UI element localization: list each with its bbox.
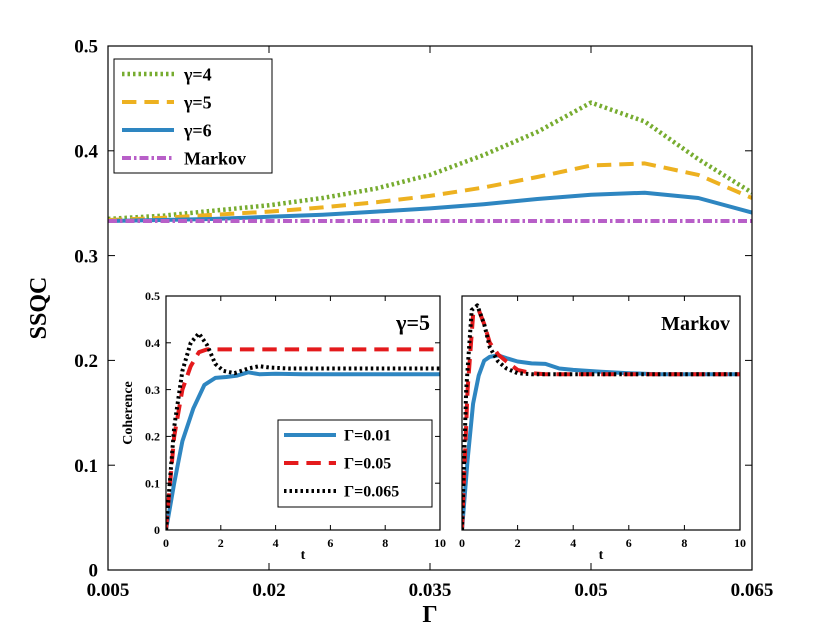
x-tick-label: 8	[681, 536, 687, 550]
x-tick-label: 0.005	[87, 580, 130, 601]
series-group	[108, 100, 752, 223]
legend-label: Γ=0.065	[344, 484, 399, 501]
y-axis-label: SSQC	[26, 277, 52, 340]
x-tick-label: 4	[273, 536, 279, 550]
series-group	[462, 303, 740, 530]
x-tick-label: 0.065	[731, 580, 774, 601]
y-tick-label: 0.1	[145, 476, 160, 490]
series-line-main-1	[108, 161, 752, 222]
legend-inset-left: Γ=0.01 Γ=0.05 Γ=0.065	[277, 419, 433, 508]
plot-frame	[165, 295, 441, 531]
y-tick-label: 0	[89, 561, 99, 582]
series-line-inset-left-1	[166, 347, 440, 530]
series-line-main-2	[108, 190, 752, 223]
y-tick-label: 0.4	[74, 141, 98, 162]
x-tick-label: 8	[382, 536, 388, 550]
y-tick-label: 0.2	[145, 430, 160, 444]
y-tick-label: 0.2	[74, 351, 98, 372]
series-line-main-0	[108, 100, 752, 222]
x-tick-label: 0.035	[409, 580, 452, 601]
series-line-inset-left-0	[166, 370, 440, 530]
x-tick-label: 2	[515, 536, 521, 550]
plot-background	[462, 296, 740, 530]
legend-main: γ=4 γ=5 γ=6 Markov	[113, 58, 273, 174]
x-tick-label: 6	[626, 536, 632, 550]
x-tick-label: 6	[327, 536, 333, 550]
plot-frame	[461, 295, 741, 531]
y-tick-label: 0.5	[74, 37, 98, 58]
x-axis-label: Γ	[422, 602, 437, 628]
series-line-inset-right-1	[462, 308, 740, 530]
y-tick-label: 0.3	[145, 383, 160, 397]
inset-title: Markov	[661, 313, 730, 335]
y-tick-label: 0.4	[145, 336, 160, 350]
x-tick-label: 0	[459, 536, 465, 550]
x-axis-label: t	[301, 548, 306, 563]
y-axis-label: Coherence	[121, 381, 136, 445]
x-tick-label: 4	[570, 536, 576, 550]
x-axis-label: t	[599, 548, 604, 563]
x-tick-label: 0.02	[252, 580, 285, 601]
x-tick-label: 0.05	[574, 580, 607, 601]
legend-label: Markov	[184, 148, 246, 168]
x-tick-label: 2	[218, 536, 224, 550]
x-tick-label: 10	[434, 536, 446, 550]
x-tick-label: 0	[163, 536, 169, 550]
legend-box	[113, 58, 273, 174]
series-group	[166, 331, 440, 530]
legend-label: γ=6	[183, 120, 212, 140]
inset-title: γ=5	[395, 310, 430, 335]
legend-label: γ=5	[183, 92, 212, 112]
y-tick-label: 0	[154, 523, 160, 537]
series-line-inset-left-2	[166, 331, 440, 530]
legend-label: Γ=0.05	[344, 456, 391, 473]
y-tick-label: 0.5	[145, 289, 160, 303]
legend-label: Γ=0.01	[344, 428, 391, 445]
chart-inset-right: 0 2 4 6 8 10 t Markov	[459, 295, 746, 563]
legend-label: γ=4	[183, 64, 212, 84]
x-tick-label: 10	[734, 536, 746, 550]
y-tick-label: 0.3	[74, 246, 98, 267]
y-tick-label: 0.1	[74, 456, 98, 477]
